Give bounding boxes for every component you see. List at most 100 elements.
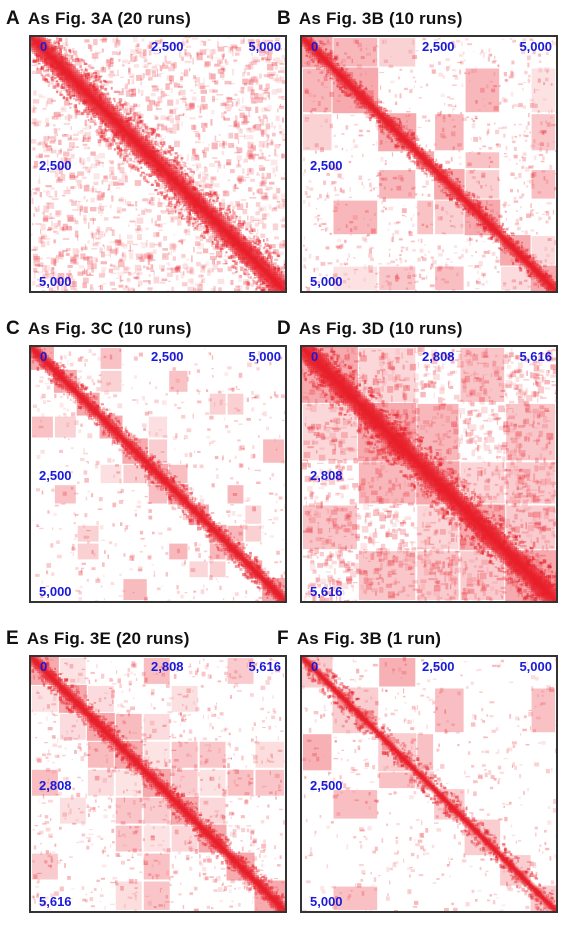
near-diagonal-contact xyxy=(154,179,157,182)
contact-speckle xyxy=(319,71,323,74)
contact-speckle xyxy=(211,199,215,205)
contact-speckle xyxy=(359,129,363,133)
near-diagonal-contact xyxy=(212,217,215,220)
contact-speckle xyxy=(219,205,221,213)
near-diagonal-contact xyxy=(266,276,269,280)
contact-speckle xyxy=(450,131,456,137)
contact-speckle xyxy=(74,254,79,257)
contact-speckle xyxy=(203,147,209,152)
contact-speckle xyxy=(348,160,352,164)
contact-speckle xyxy=(370,228,376,234)
contact-speckle xyxy=(185,109,188,111)
contact-speckle xyxy=(249,151,253,157)
near-diagonal-contact xyxy=(249,255,253,257)
near-diagonal-contact xyxy=(402,137,406,139)
contact-speckle xyxy=(530,209,533,215)
contact-speckle xyxy=(405,287,409,290)
contact-speckle xyxy=(143,265,146,269)
contact-speckle xyxy=(391,237,394,243)
near-diagonal-contact xyxy=(108,100,112,103)
contact-speckle xyxy=(246,173,249,177)
contact-speckle xyxy=(158,241,162,248)
contact-speckle xyxy=(62,249,68,252)
contact-speckle xyxy=(97,161,104,164)
contact-speckle xyxy=(345,224,348,228)
contact-speckle xyxy=(475,239,478,243)
near-diagonal-contact xyxy=(98,126,102,130)
contact-speckle xyxy=(217,41,219,48)
near-diagonal-contact xyxy=(178,187,183,192)
near-diagonal-contact xyxy=(159,170,162,175)
contact-speckle xyxy=(109,253,112,258)
contact-speckle xyxy=(116,207,122,214)
near-diagonal-contact xyxy=(60,72,65,76)
contact-speckle xyxy=(110,104,114,108)
near-diagonal-contact xyxy=(267,250,272,253)
contact-speckle xyxy=(196,166,198,168)
contact-speckle xyxy=(222,190,230,197)
near-diagonal-contact xyxy=(151,141,154,144)
near-diagonal-contact xyxy=(44,78,48,82)
contact-speckle xyxy=(252,192,255,196)
contact-speckle xyxy=(505,289,511,291)
contact-speckle xyxy=(77,235,79,241)
contact-speckle xyxy=(138,280,143,286)
near-diagonal-contact xyxy=(156,166,159,171)
contact-speckle xyxy=(40,223,46,231)
contact-speckle xyxy=(45,100,48,107)
near-diagonal-contact xyxy=(84,99,87,104)
contact-speckle xyxy=(498,179,501,181)
contact-speckle xyxy=(58,56,63,61)
near-diagonal-contact xyxy=(151,146,155,149)
near-diagonal-contact xyxy=(164,157,166,161)
contact-speckle xyxy=(233,183,237,187)
contact-speckle xyxy=(158,123,164,127)
contact-speckle xyxy=(157,47,164,50)
contact-speckle xyxy=(497,271,500,273)
contact-speckle xyxy=(438,61,441,65)
contact-speckle xyxy=(379,71,385,74)
contact-speckle xyxy=(166,262,169,265)
contact-speckle xyxy=(112,38,119,43)
contact-speckle xyxy=(205,229,210,232)
contact-speckle xyxy=(267,249,270,253)
contact-speckle xyxy=(59,226,64,231)
near-diagonal-contact xyxy=(172,196,175,199)
contact-speckle xyxy=(453,225,456,229)
contact-speckle xyxy=(538,67,543,73)
near-diagonal-contact xyxy=(177,192,181,195)
contact-speckle xyxy=(216,264,220,265)
near-diagonal-contact xyxy=(175,193,177,197)
near-diagonal-contact xyxy=(243,272,246,275)
contact-speckle xyxy=(93,38,98,46)
contact-speckle xyxy=(247,141,250,148)
near-diagonal-contact xyxy=(156,183,159,187)
contact-speckle xyxy=(157,69,159,77)
near-diagonal-contact xyxy=(368,112,373,117)
contact-speckle xyxy=(456,39,461,43)
near-diagonal-contact xyxy=(383,107,387,112)
contact-speckle xyxy=(106,227,113,231)
contact-speckle xyxy=(148,192,155,195)
contact-speckle xyxy=(529,98,535,102)
contact-speckle xyxy=(118,197,124,203)
near-diagonal-contact xyxy=(102,137,107,141)
contact-speckle xyxy=(417,126,422,129)
near-diagonal-contact xyxy=(242,242,247,244)
near-diagonal-contact xyxy=(138,116,142,119)
contact-speckle xyxy=(498,214,502,218)
contact-speckle xyxy=(422,37,427,41)
contact-speckle xyxy=(417,212,420,216)
contact-speckle xyxy=(253,217,259,221)
contact-speckle xyxy=(478,261,483,266)
contact-speckle xyxy=(261,57,264,61)
near-diagonal-contact xyxy=(60,89,63,92)
contact-speckle xyxy=(198,133,201,140)
near-diagonal-contact xyxy=(74,109,78,113)
contact-speckle xyxy=(109,97,112,100)
contact-speckle xyxy=(135,208,138,211)
near-diagonal-contact xyxy=(56,40,60,44)
near-diagonal-contact xyxy=(79,88,83,91)
contact-speckle xyxy=(365,210,369,213)
contact-speckle xyxy=(539,142,544,147)
